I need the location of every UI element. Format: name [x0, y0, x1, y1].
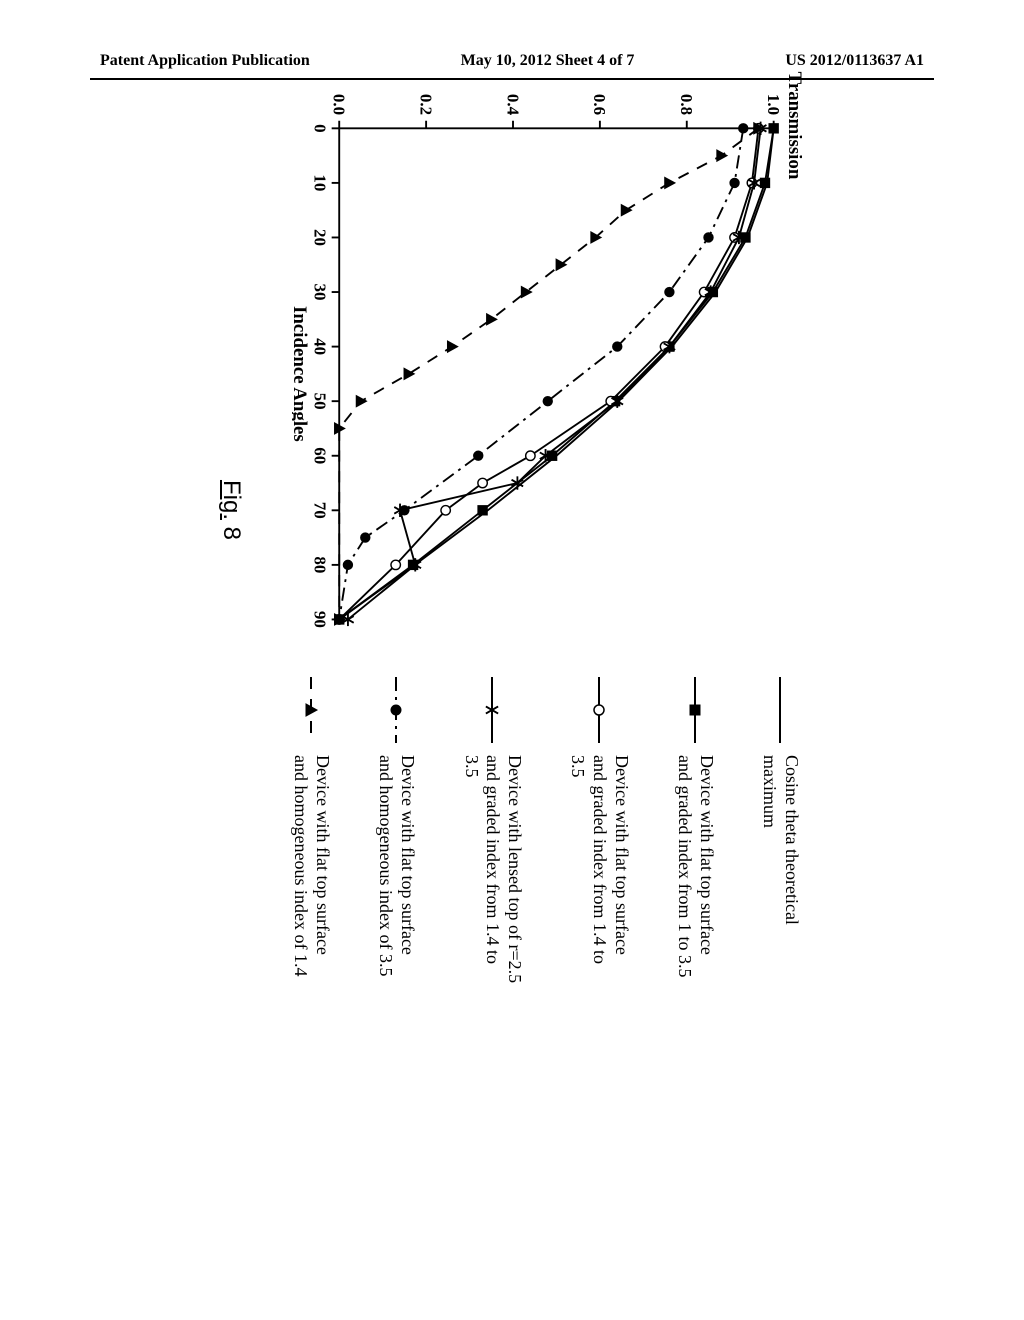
svg-text:70: 70 — [311, 502, 330, 519]
figure-caption-prefix: Fig. — [218, 480, 245, 520]
svg-text:0.0: 0.0 — [330, 94, 349, 115]
legend-label: Device with lensed top of r=2.5 and grad… — [460, 755, 525, 985]
svg-text:1.0: 1.0 — [764, 94, 783, 115]
legend-item-flat-graded-1.4-3.5: Device with flat top surface and graded … — [567, 675, 632, 985]
series-flat-graded-1-3.5 — [335, 124, 779, 625]
legend-swatch — [299, 675, 323, 745]
legend-label: Device with flat top surface and homogen… — [375, 755, 418, 985]
x-ticks: 0 10 20 30 40 50 60 70 80 90 — [311, 124, 340, 628]
legend-item-cosine-theta: Cosine theta theoretical maximum — [759, 675, 802, 985]
series-flat-homogeneous-1.4 — [335, 123, 765, 625]
svg-text:0.4: 0.4 — [503, 94, 522, 116]
y-axis-title: Transmission — [784, 72, 802, 180]
series-flat-graded-1.4-3.5 — [335, 124, 764, 625]
svg-text:0.6: 0.6 — [590, 94, 609, 115]
svg-text:50: 50 — [311, 393, 330, 410]
legend-swatch — [683, 675, 707, 745]
legend-swatch — [768, 675, 792, 745]
legend-label: Device with flat top surface and graded … — [674, 755, 717, 985]
legend-swatch — [384, 675, 408, 745]
chart-series — [335, 122, 779, 626]
y-ticks: 0.0 0.2 0.4 0.6 0.8 1.0 — [330, 94, 783, 128]
legend-item-flat-homogeneous-1.4: Device with flat top surface and homogen… — [290, 675, 333, 985]
svg-text:40: 40 — [311, 338, 330, 355]
legend-item-flat-graded-1-3.5: Device with flat top surface and graded … — [674, 675, 717, 985]
figure-caption-number: 8 — [218, 527, 245, 540]
svg-text:0: 0 — [311, 124, 330, 133]
svg-text:20: 20 — [311, 229, 330, 246]
transmission-chart: Transmission 0102030405060708090 0.00.20… — [292, 55, 802, 655]
x-axis-title: Incidence Angles — [292, 306, 310, 442]
svg-text:10: 10 — [311, 174, 330, 191]
legend-label: Cosine theta theoretical maximum — [759, 755, 802, 985]
svg-text:0.8: 0.8 — [677, 94, 696, 115]
figure-caption: Fig. 8 — [217, 480, 245, 540]
legend-item-lensed-graded: Device with lensed top of r=2.5 and grad… — [460, 675, 525, 985]
legend-swatch — [480, 675, 504, 745]
figure-8: Transmission 0102030405060708090 0.00.20… — [202, 15, 822, 1005]
legend-item-flat-homogeneous-3.5: Device with flat top surface and homogen… — [375, 675, 418, 985]
series-flat-homogeneous-3.5 — [335, 124, 748, 625]
legend-swatch — [587, 675, 611, 745]
svg-text:0.2: 0.2 — [416, 94, 435, 115]
legend-label: Device with flat top surface and homogen… — [290, 755, 333, 985]
svg-text:80: 80 — [311, 556, 330, 573]
svg-text:30: 30 — [311, 284, 330, 301]
chart-legend: Cosine theta theoretical maximum Device w… — [248, 675, 802, 985]
svg-text:90: 90 — [311, 611, 330, 628]
legend-label: Device with flat top surface and graded … — [567, 755, 632, 985]
svg-text:60: 60 — [311, 447, 330, 464]
